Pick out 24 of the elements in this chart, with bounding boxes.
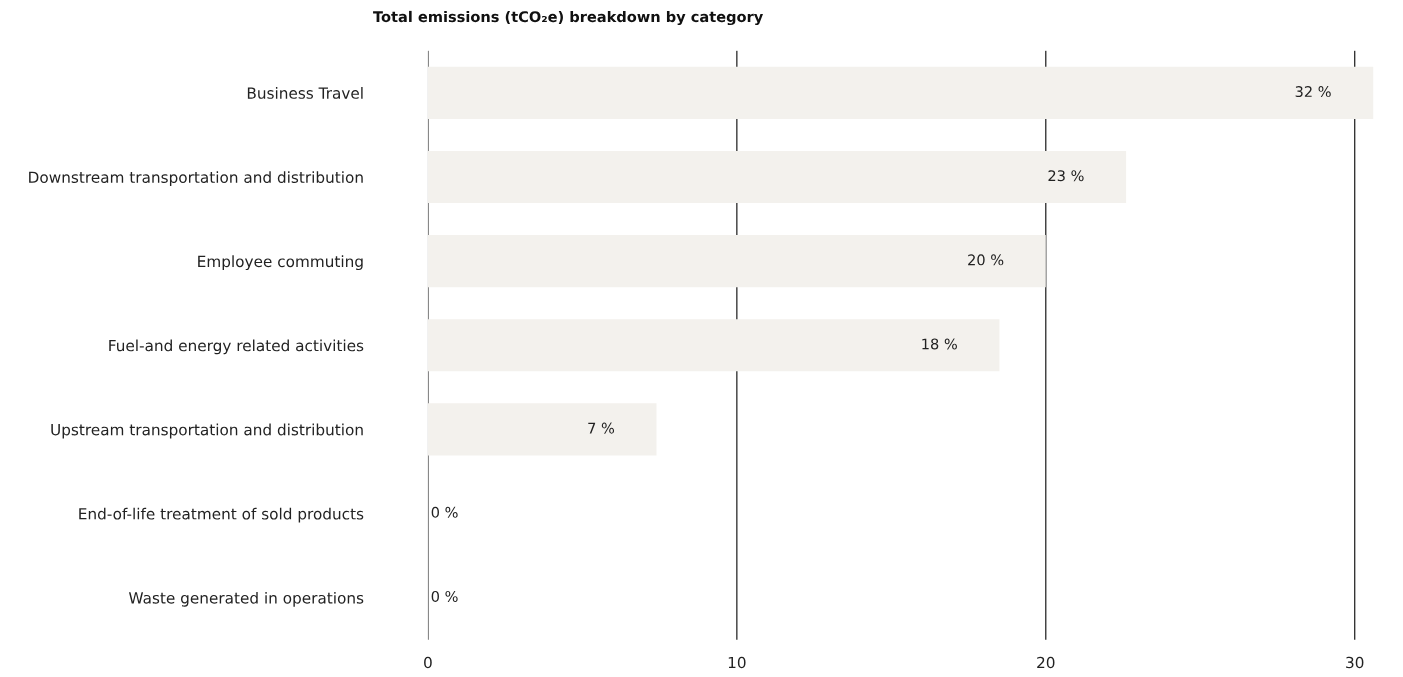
y-tick-label: Fuel-and energy related activities <box>109 339 364 355</box>
bar <box>427 150 1127 204</box>
x-tick-label: 30 <box>1346 656 1364 669</box>
annotation: 32 % <box>1295 86 1331 98</box>
annotation: 18 % <box>922 338 957 350</box>
y-tick-label: Downstream transportation and distribution <box>29 171 363 186</box>
x-tick-label: 20 <box>1037 656 1055 669</box>
annotation: 7 % <box>588 422 615 434</box>
x-tick-label: 10 <box>728 656 746 669</box>
chart-title: Total emissions (tCO₂e) breakdown by category <box>373 10 763 26</box>
annotation: 0 % <box>431 590 458 602</box>
y-tick-label: Upstream transportation and distribution <box>51 423 363 439</box>
y-tick-label: Business Travel <box>247 87 363 99</box>
y-tick-label: End-of-life treatment of sold products <box>79 507 364 523</box>
annotation: 23 % <box>1048 170 1084 182</box>
y-tick-label: Employee commuting <box>198 255 363 271</box>
x-tick-label: 0 <box>424 656 432 669</box>
annotation: 0 % <box>431 506 458 518</box>
bar <box>427 319 1000 372</box>
bar <box>427 403 657 456</box>
bar <box>427 66 1374 119</box>
annotation: 20 % <box>968 254 1004 266</box>
y-tick-label: Waste generated in operations <box>128 591 364 607</box>
bar <box>427 235 1046 288</box>
